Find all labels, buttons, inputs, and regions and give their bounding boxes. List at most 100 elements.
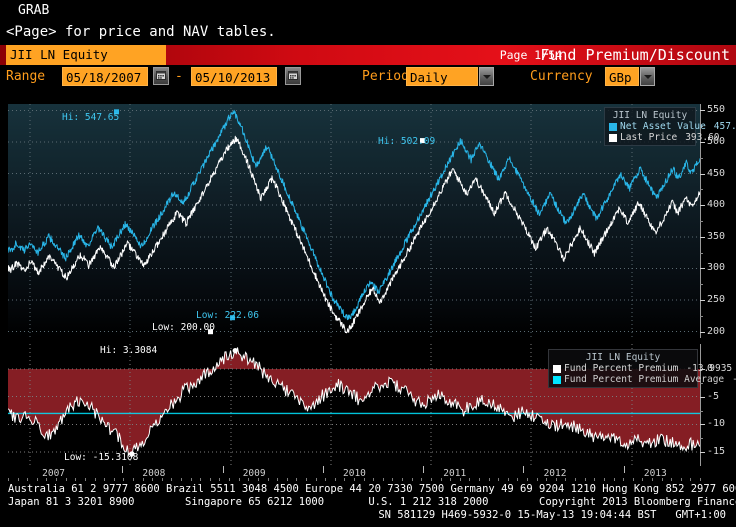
calendar-icon-start[interactable] xyxy=(153,67,169,85)
y-tick-minor xyxy=(700,157,703,159)
footer: Australia 61 2 9777 8600 Brazil 5511 304… xyxy=(0,483,736,527)
x-tick-separator xyxy=(223,466,224,473)
x-minor-tick xyxy=(229,478,230,481)
x-minor-tick xyxy=(460,478,461,481)
x-minor-tick xyxy=(623,478,624,481)
price-nav-chart[interactable] xyxy=(8,104,700,338)
grab-command-label[interactable]: GRAB xyxy=(18,3,50,18)
x-minor-tick xyxy=(248,478,249,481)
x-minor-tick xyxy=(191,478,192,481)
y-tick-label: -10 xyxy=(707,418,726,430)
footer-line-1: Australia 61 2 9777 8600 Brazil 5511 304… xyxy=(8,483,736,495)
legend-label-last-price: Last Price xyxy=(620,132,678,143)
legend-row-nav: Net Asset Value 457.64 xyxy=(609,121,736,132)
y-tick-minor xyxy=(700,315,703,317)
x-minor-tick xyxy=(364,478,365,481)
y-tick-minor xyxy=(700,221,703,222)
legend-row-premium: Fund Percent Premium -13.9935 xyxy=(553,363,732,374)
y-tick xyxy=(700,236,705,238)
chevron-down-icon-period[interactable] xyxy=(479,67,494,86)
y-tick-label: 300 xyxy=(707,262,726,274)
x-minor-tick xyxy=(114,478,115,481)
legend-value-premium: -13.9935 xyxy=(686,363,733,374)
annot-price-low: Low: 200.00 xyxy=(152,322,215,333)
range-start-input[interactable]: 05/18/2007 xyxy=(62,67,148,86)
x-minor-tick xyxy=(152,478,153,481)
x-minor-tick xyxy=(383,478,384,481)
x-minor-tick xyxy=(85,478,86,481)
x-minor-tick xyxy=(700,478,701,481)
x-minor-tick xyxy=(143,478,144,481)
x-minor-tick xyxy=(671,478,672,481)
x-minor-tick xyxy=(662,478,663,481)
range-separator: - xyxy=(175,69,183,84)
x-minor-tick xyxy=(546,478,547,481)
price-nav-plot xyxy=(8,104,700,338)
chevron-down-icon-currency[interactable] xyxy=(640,67,655,86)
x-minor-tick xyxy=(335,478,336,481)
currency-label: Currency xyxy=(530,69,593,84)
x-minor-tick xyxy=(18,478,19,481)
x-minor-tick xyxy=(479,478,480,481)
x-minor-tick xyxy=(171,478,172,481)
bottom-chart-legend: JII LN Equity Fund Percent Premium -13.9… xyxy=(548,349,736,388)
legend-value-premium-avg: -8.0146 xyxy=(724,374,736,385)
x-minor-tick xyxy=(431,478,432,481)
y-tick-minor xyxy=(700,126,703,128)
x-tick-label: 2007 xyxy=(42,468,66,479)
x-minor-tick xyxy=(412,478,413,481)
annot-premium-low: Low: -15.3108 xyxy=(64,452,139,463)
y-tick-label: 550 xyxy=(707,104,726,116)
y-tick xyxy=(700,300,705,302)
legend-row-premium-avg: Fund Percent Premium Average -8.0146 xyxy=(553,374,736,385)
x-tick-label: 2008 xyxy=(142,468,166,479)
x-minor-tick xyxy=(75,478,76,481)
legend-value-nav: 457.64 xyxy=(713,121,736,132)
x-minor-tick xyxy=(104,478,105,481)
y-tick-minor xyxy=(700,189,703,191)
currency-select-value[interactable]: GBp xyxy=(605,67,639,86)
y-tick-label: 250 xyxy=(707,294,726,306)
y-tick-label: 500 xyxy=(707,135,726,147)
x-tick-label: 2009 xyxy=(242,468,266,479)
ticker-input[interactable]: JII LN Equity xyxy=(6,45,166,65)
y-tick xyxy=(700,268,705,270)
period-select-value[interactable]: Daily xyxy=(406,67,478,86)
x-minor-tick xyxy=(681,478,682,481)
x-minor-tick xyxy=(200,478,201,481)
controls-bar: Range 05/18/2007 - 05/10/2013 Period Dai… xyxy=(0,66,736,88)
x-minor-tick xyxy=(219,478,220,481)
y-tick xyxy=(700,331,705,333)
x-tick-label: 2011 xyxy=(443,468,467,479)
x-tick-separator xyxy=(624,466,625,473)
x-minor-tick xyxy=(690,478,691,481)
y-tick-label: 400 xyxy=(707,199,726,211)
x-minor-tick xyxy=(277,478,278,481)
annot-nav-high-2: Hi: 502.09 xyxy=(378,136,436,147)
y-tick-label: -15 xyxy=(707,446,726,458)
x-minor-tick xyxy=(633,478,634,481)
y-tick-minor xyxy=(700,438,703,440)
y-tick-minor xyxy=(700,284,703,286)
x-tick-separator xyxy=(423,466,424,473)
x-minor-tick xyxy=(594,478,595,481)
bottom-chart-axis-line xyxy=(700,344,701,466)
y-tick xyxy=(700,452,705,454)
x-minor-tick xyxy=(133,478,134,481)
footer-line-3: SN 581129 H469-5932-0 15-May-13 19:04:44… xyxy=(378,509,726,521)
x-minor-tick xyxy=(585,478,586,481)
x-minor-tick xyxy=(46,478,47,481)
x-minor-tick xyxy=(421,478,422,481)
range-end-input[interactable]: 05/10/2013 xyxy=(191,67,277,86)
y-tick xyxy=(700,396,705,398)
x-minor-tick xyxy=(642,478,643,481)
x-minor-tick xyxy=(565,478,566,481)
y-tick-minor xyxy=(700,410,703,412)
legend-label-nav: Net Asset Value xyxy=(620,121,706,132)
y-tick-label: 200 xyxy=(707,325,726,337)
y-tick-minor xyxy=(700,382,703,384)
swatch-nav-icon xyxy=(609,122,617,131)
x-minor-tick xyxy=(517,478,518,481)
calendar-icon-end[interactable] xyxy=(285,67,301,85)
x-minor-tick xyxy=(306,478,307,481)
